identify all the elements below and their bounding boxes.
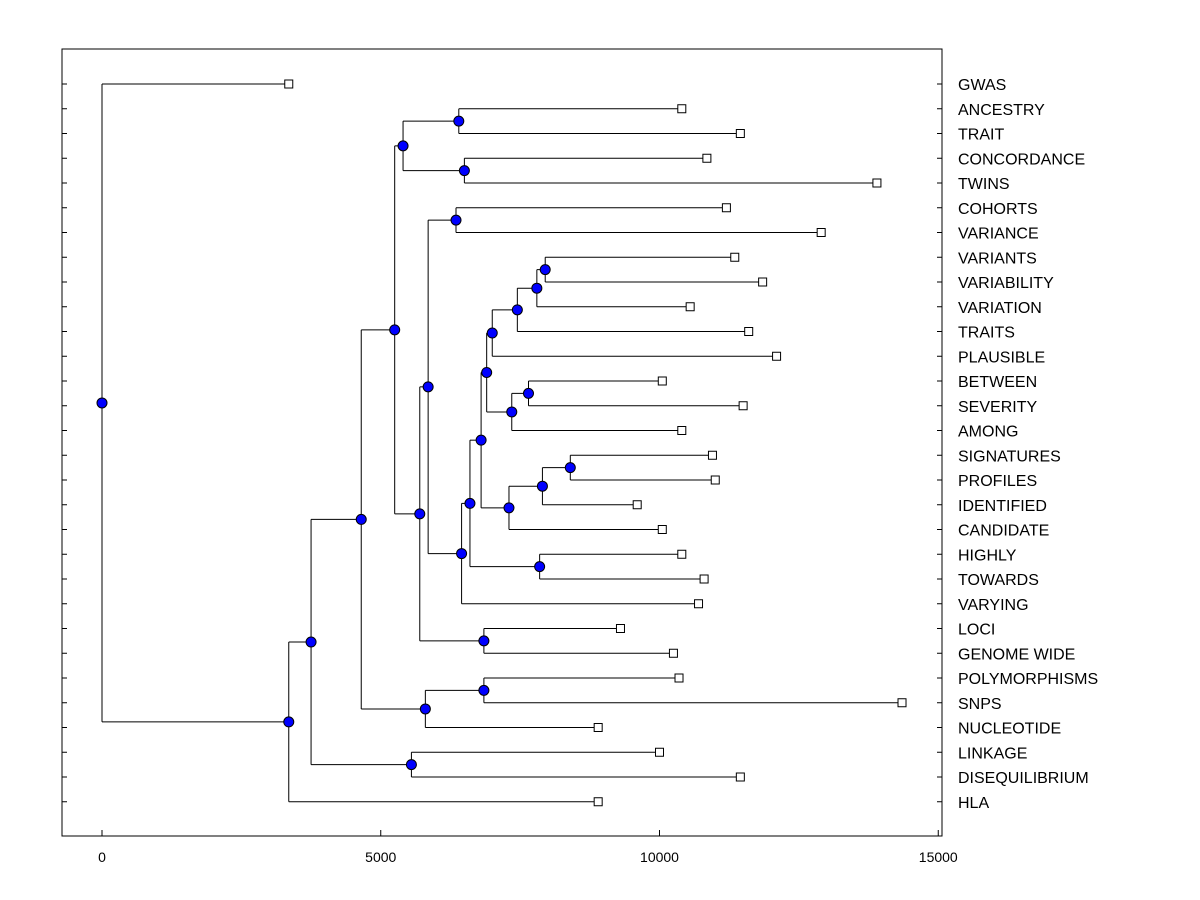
leaf-label-gwas: GWAS [958, 77, 1006, 94]
leaf-marker-nucleotide [593, 723, 603, 732]
x-tick-label: 15000 [919, 849, 958, 865]
leaf-marker-variability [758, 277, 768, 287]
leaf-label-plausible: PLAUSIBLE [958, 349, 1045, 366]
leaf-marker-candidate [657, 525, 667, 534]
merge-node-n9 [522, 387, 534, 399]
leaf-label-concordance: CONCORDANCE [958, 151, 1085, 168]
leaf-label-severity: SEVERITY [958, 399, 1037, 416]
leaf-marker-cohorts [721, 203, 731, 213]
leaf-label-profiles: PROFILES [958, 473, 1037, 490]
leaf-marker-highly [677, 549, 687, 559]
merge-node-n12 [564, 462, 576, 474]
merge-node-n14 [503, 502, 515, 514]
merge-node-n15 [475, 434, 487, 446]
leaf-label-twins: TWINS [958, 176, 1010, 193]
merge-node-n26 [405, 759, 417, 771]
leaf-marker-profiles [710, 475, 720, 485]
merge-node-n1 [453, 115, 465, 127]
merge-node-n6 [531, 282, 543, 294]
merge-node-n25 [355, 513, 367, 525]
leaf-marker-genome-wide [668, 648, 678, 658]
merge-node-n2 [458, 165, 470, 177]
leaf-label-signatures: SIGNATURES [958, 448, 1061, 465]
leaf-label-hla: HLA [958, 795, 989, 812]
leaf-marker-towards [699, 574, 709, 584]
leaf-marker-snps [897, 698, 907, 708]
leaf-label-traits: TRAITS [958, 325, 1015, 342]
merge-node-n19 [422, 381, 434, 393]
merge-node-n10 [506, 406, 518, 418]
merge-node-root [96, 397, 108, 409]
node-layer [96, 79, 907, 807]
merge-node-n21 [414, 508, 426, 520]
leaf-label-between: BETWEEN [958, 374, 1037, 391]
edge-layer [101, 83, 903, 803]
leaf-marker-polymorphisms [674, 673, 684, 683]
leaf-label-identified: IDENTIFIED [958, 498, 1047, 515]
leaf-label-nucleotide: NUCLEOTIDE [958, 721, 1061, 738]
merge-node-n28 [283, 716, 295, 728]
tick-layer: 0 5000 10000 15000 [62, 83, 958, 865]
leaf-marker-variation [685, 302, 695, 312]
merge-node-n5 [539, 264, 551, 276]
leaf-marker-loci [615, 624, 625, 633]
leaf-label-ancestry: ANCESTRY [958, 102, 1045, 119]
leaf-label-linkage: LINKAGE [958, 745, 1027, 762]
leaf-marker-linkage [655, 747, 664, 757]
leaf-marker-variance [816, 228, 826, 237]
merge-node-n13 [536, 480, 548, 492]
merge-node-n8 [486, 327, 498, 339]
merge-node-n11 [481, 366, 493, 378]
leaf-label-variance: VARIANCE [958, 226, 1039, 243]
leaf-label-cohorts: COHORTS [958, 201, 1038, 218]
leaf-label-towards: TOWARDS [958, 572, 1039, 589]
leaf-marker-varying [694, 599, 704, 609]
leaf-marker-plausible [772, 351, 782, 361]
leaf-marker-ancestry [677, 104, 687, 114]
leaf-marker-concordance [702, 153, 712, 163]
merge-node-n18 [456, 548, 468, 560]
leaf-label-candidate: CANDIDATE [958, 523, 1049, 540]
leaf-label-loci: LOCI [958, 622, 995, 639]
leaf-marker-traits [744, 327, 754, 336]
merge-node-n22 [389, 324, 401, 336]
merge-node-n24 [419, 703, 431, 715]
plot-frame [61, 48, 943, 837]
leaf-marker-among [677, 426, 687, 435]
leaf-label-variants: VARIANTS [958, 250, 1037, 267]
x-tick-label: 0 [98, 849, 106, 865]
leaf-label-among: AMONG [958, 424, 1018, 441]
leaf-marker-between [657, 376, 667, 386]
merge-node-n7 [511, 304, 523, 316]
leaf-label-varying: VARYING [958, 597, 1029, 614]
leaf-marker-trait [735, 129, 745, 138]
leaf-marker-disequilibrium [735, 772, 745, 782]
leaf-label-snps: SNPS [958, 696, 1002, 713]
leaf-marker-gwas [284, 79, 294, 89]
leaf-marker-hla [593, 797, 603, 807]
leaf-marker-severity [738, 401, 748, 411]
leaf-marker-variants [730, 252, 740, 262]
merge-node-n16 [534, 561, 546, 573]
leaf-marker-identified [632, 500, 642, 510]
merge-node-n3 [397, 140, 409, 152]
merge-node-n17 [464, 497, 476, 509]
merge-node-n4 [450, 214, 462, 226]
leaf-marker-signatures [707, 450, 717, 460]
label-layer: GWAS ANCESTRY TRAIT CONCORDANCE TWINS COHORTS… [958, 77, 1098, 812]
merge-node-n23 [478, 684, 490, 696]
x-tick-label: 5000 [365, 849, 396, 865]
merge-node-n20 [478, 635, 490, 647]
leaf-label-disequilibrium: DISEQUILIBRIUM [958, 770, 1089, 787]
leaf-marker-twins [872, 178, 882, 188]
leaf-label-polymorphisms: POLYMORPHISMS [958, 671, 1098, 688]
leaf-label-variation: VARIATION [958, 300, 1042, 317]
leaf-label-trait: TRAIT [958, 127, 1004, 144]
x-tick-label: 10000 [640, 849, 679, 865]
merge-node-n27 [305, 636, 317, 648]
leaf-label-highly: HIGHLY [958, 547, 1017, 564]
leaf-label-genome-wide: GENOME WIDE [958, 646, 1075, 663]
leaf-label-variability: VARIABILITY [958, 275, 1054, 292]
